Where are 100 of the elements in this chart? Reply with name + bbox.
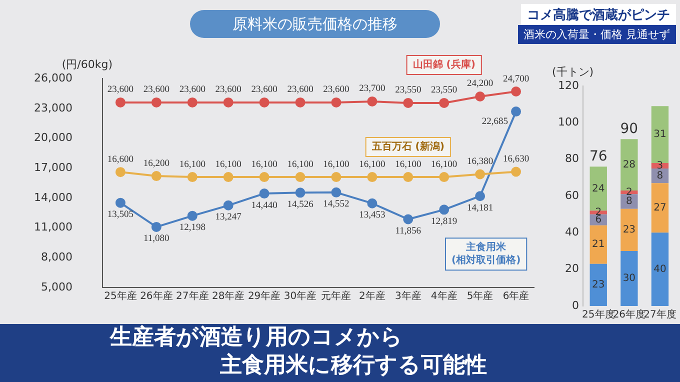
bar <box>620 208 638 251</box>
data-label: 6 <box>595 214 602 226</box>
data-label: 16,100 <box>287 160 314 170</box>
data-label: 12,198 <box>179 223 206 234</box>
text: 生産者が酒造り用のコメから <box>108 324 404 352</box>
y-tick-label: 23,000 <box>34 101 72 114</box>
data-label: 11,856 <box>395 226 422 236</box>
x-tick-label: 30年産 <box>284 290 317 302</box>
point <box>151 171 162 182</box>
data-label: 11,080 <box>144 234 170 244</box>
data-label: 16,200 <box>143 158 170 169</box>
point <box>187 97 198 108</box>
point <box>151 97 162 108</box>
point <box>367 198 378 208</box>
data-label: 23,550 <box>431 86 458 96</box>
y-tick-label: 17,000 <box>34 160 72 174</box>
y-tick-label: 80 <box>564 152 579 166</box>
y-tick-label: 40 <box>564 226 579 239</box>
point <box>475 169 486 180</box>
data-label: 23,600 <box>323 85 350 96</box>
x-tick-label: 28年産 <box>212 290 245 302</box>
point <box>115 167 126 178</box>
y-axis-title: (千トン) <box>552 65 594 78</box>
data-label: 16,630 <box>502 154 530 165</box>
data-label: 16,100 <box>179 160 206 170</box>
data-label: 30 <box>622 273 636 284</box>
x-tick-label: 29年産 <box>248 290 281 302</box>
data-label: 23,600 <box>143 85 170 96</box>
data-label: 23,600 <box>179 85 206 96</box>
y-tick-label: 5,000 <box>40 280 72 294</box>
data-label: 16,100 <box>395 160 422 170</box>
bar <box>620 194 638 209</box>
point <box>223 172 234 182</box>
total-label: 90 <box>620 120 638 137</box>
text: 主食用米 (相対取引価格) <box>451 241 521 266</box>
data-label: 16,600 <box>107 154 134 165</box>
point <box>403 98 414 108</box>
x-tick-label: 25年度 <box>582 308 615 321</box>
data-label: 21 <box>592 239 605 250</box>
data-label: 24,200 <box>467 79 494 90</box>
y-tick-label: 20 <box>564 262 579 276</box>
point <box>259 188 270 199</box>
x-tick-label: 5年産 <box>466 290 494 302</box>
point <box>475 191 486 202</box>
data-label: 16,100 <box>215 160 242 170</box>
data-label: 22,685 <box>482 117 508 128</box>
data-label: 13,453 <box>359 210 386 221</box>
data-label: 23,600 <box>287 85 314 96</box>
data-label: 13,505 <box>107 210 134 220</box>
y-tick-label: 60 <box>564 188 579 202</box>
text: 主食用米に移行する可能性 <box>219 352 488 380</box>
data-label: 23,600 <box>251 85 278 96</box>
y-tick-label: 120 <box>558 78 579 92</box>
data-label: 23,600 <box>215 85 242 96</box>
point <box>475 91 486 102</box>
data-label: 13,247 <box>215 212 242 223</box>
data-label: 3 <box>656 160 664 172</box>
point <box>331 187 342 198</box>
data-label: 24 <box>592 183 605 194</box>
x-tick-label: 6年産 <box>502 290 530 302</box>
x-tick-label: 27年度 <box>644 308 676 321</box>
point <box>403 214 414 224</box>
point <box>187 210 198 221</box>
data-label: 16,100 <box>323 160 350 170</box>
data-label: 16,380 <box>467 157 494 167</box>
point <box>259 97 270 108</box>
data-label: 28 <box>622 159 636 170</box>
point <box>295 97 306 108</box>
bar <box>620 251 638 306</box>
point <box>367 172 378 182</box>
point <box>439 204 450 215</box>
point <box>151 222 162 232</box>
data-label: 16,100 <box>251 160 278 170</box>
data-label: 12,819 <box>431 216 458 227</box>
y-tick-label: 8,000 <box>40 250 72 264</box>
point <box>223 200 234 210</box>
text: 五百万石 (新潟) <box>370 140 444 153</box>
point <box>403 172 414 182</box>
x-tick-label: 27年産 <box>176 290 209 302</box>
x-tick-label: 4年産 <box>430 290 458 302</box>
point <box>259 172 270 182</box>
x-tick-label: 2年産 <box>358 290 386 302</box>
data-label: 16,100 <box>431 160 458 170</box>
data-label: 23 <box>592 280 605 291</box>
data-label: 24,700 <box>502 74 530 84</box>
point <box>295 172 306 182</box>
data-label: 14,526 <box>287 200 314 210</box>
text: 酒米の入荷量・価格 見通せず <box>518 25 676 44</box>
point <box>187 172 198 182</box>
y-tick-label: 20,000 <box>34 131 72 144</box>
x-tick-label: 25年産 <box>104 290 137 302</box>
bar <box>651 183 669 233</box>
x-tick-label: 3年産 <box>394 290 422 302</box>
point <box>223 97 234 108</box>
data-label: 8 <box>656 170 664 182</box>
bar <box>651 106 669 163</box>
y-tick-label: 14,000 <box>34 190 72 204</box>
data-label: 16,100 <box>359 160 386 170</box>
data-label: 23 <box>622 224 636 236</box>
bar <box>651 232 669 306</box>
